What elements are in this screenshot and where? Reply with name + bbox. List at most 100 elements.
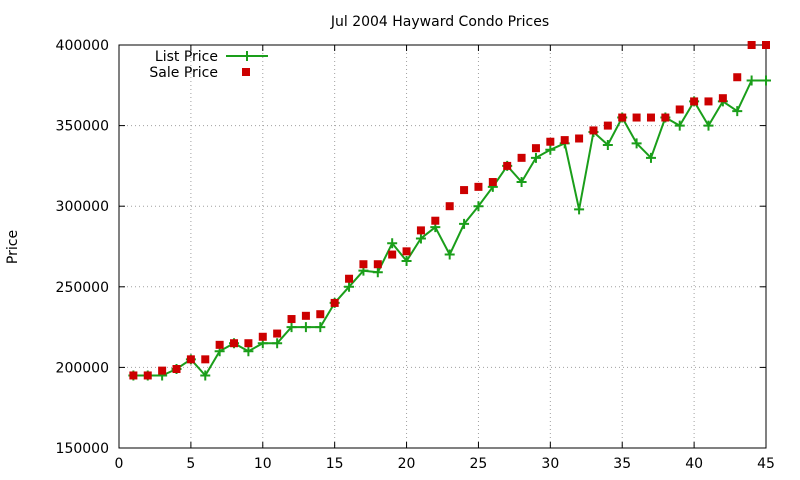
sale-price-point — [632, 113, 641, 122]
chart-title: Jul 2004 Hayward Condo Prices — [330, 14, 549, 30]
sale-price-point — [488, 178, 497, 187]
sale-price-point — [460, 186, 469, 195]
sale-price-point — [560, 136, 569, 145]
x-tick-label: 25 — [470, 456, 488, 472]
sale-price-point — [474, 182, 483, 191]
sale-price-point — [316, 310, 325, 319]
y-tick-label: 200000 — [56, 360, 109, 376]
x-tick-label: 15 — [326, 456, 344, 472]
sale-price-point — [273, 329, 282, 338]
sale-price-point — [416, 226, 425, 235]
sale-price-point — [402, 247, 411, 256]
legend-label-sale-price: Sale Price — [149, 65, 218, 81]
sale-price-point — [762, 41, 770, 49]
sale-price-point — [589, 126, 598, 135]
x-tick-label: 35 — [613, 456, 631, 472]
legend-marker-sale-price — [242, 68, 250, 76]
list-price-point — [272, 338, 283, 349]
list-price-point — [200, 370, 211, 381]
legend-label-list-price: List Price — [155, 49, 218, 65]
list-price-point — [387, 238, 398, 249]
series-layer — [128, 41, 771, 381]
x-tick-label: 10 — [254, 456, 272, 472]
x-tick-label: 45 — [757, 456, 775, 472]
sale-price-point — [287, 315, 296, 324]
list-price-point — [574, 204, 585, 215]
sale-price-point — [359, 260, 368, 269]
list-price-point — [602, 139, 613, 150]
list-price-point — [344, 281, 355, 292]
list-price-point — [645, 152, 656, 163]
list-price-point — [401, 256, 412, 267]
sale-price-point — [201, 355, 210, 364]
sale-price-point — [646, 113, 655, 122]
list-price-point — [315, 322, 326, 333]
list-price-point — [674, 120, 685, 131]
list-price-point — [300, 322, 311, 333]
plot-frame — [118, 44, 767, 449]
list-price-point — [372, 267, 383, 278]
list-price-point — [286, 322, 297, 333]
x-tick-label: 20 — [398, 456, 416, 472]
legend: List Price Sale Price — [149, 49, 268, 81]
sale-price-point — [172, 365, 181, 374]
list-price-point — [545, 144, 556, 155]
sale-price-point — [503, 161, 512, 170]
sale-price-point — [129, 371, 138, 380]
sale-price-point — [718, 94, 727, 103]
sale-price-point — [345, 274, 354, 283]
sale-price-point — [575, 134, 584, 143]
legend-marker-list-price — [242, 51, 252, 61]
list-price-point — [516, 177, 527, 188]
y-tick-label: 400000 — [56, 38, 109, 54]
list-price-point — [444, 249, 455, 260]
sale-price-point — [675, 105, 684, 114]
sale-price-point — [186, 355, 195, 364]
sale-price-point — [603, 121, 612, 130]
list-price-point — [415, 233, 426, 244]
sale-price-point — [431, 216, 440, 225]
sale-price-point — [301, 311, 310, 320]
x-tick-label: 5 — [186, 456, 195, 472]
list-price-point — [473, 201, 484, 212]
sale-price-point — [230, 339, 239, 348]
list-price-point — [530, 152, 541, 163]
y-axis-label: Price — [5, 230, 21, 264]
sale-price-point — [517, 153, 526, 162]
sale-price-point — [330, 298, 339, 307]
sale-price-point — [704, 97, 713, 106]
y-tick-label: 250000 — [56, 280, 109, 296]
sale-price-point — [618, 113, 627, 122]
list-price-point — [243, 346, 254, 357]
list-price-point — [732, 106, 743, 117]
sale-price-point — [531, 144, 540, 153]
sale-price-point — [690, 97, 699, 106]
sale-price-point — [733, 73, 742, 82]
x-tick-label: 40 — [685, 456, 703, 472]
sale-price-point — [158, 366, 167, 375]
y-tick-label: 350000 — [56, 119, 109, 135]
sale-price-point — [747, 41, 756, 49]
list-price-point — [761, 75, 771, 86]
sale-price-point — [244, 339, 253, 348]
list-price-point — [746, 75, 757, 86]
sale-price-point — [215, 340, 224, 349]
y-tick-label: 300000 — [56, 199, 109, 215]
y-tick-label: 150000 — [56, 441, 109, 457]
list-price-line — [133, 79, 766, 377]
axis-ticks: 0 5 10 15 20 25 30 35 40 45 150000 200000 250000 3000… — [56, 38, 775, 472]
list-price-point — [459, 218, 470, 229]
sale-price-point — [546, 137, 555, 146]
x-tick-label: 0 — [115, 456, 124, 472]
x-tick-label: 30 — [541, 456, 559, 472]
sale-price-point — [661, 113, 670, 122]
sale-price-point — [388, 250, 397, 259]
sale-price-point — [143, 371, 152, 380]
list-price-point — [631, 138, 642, 149]
sale-price-point — [445, 202, 454, 211]
list-price-point — [703, 120, 714, 131]
sale-price-point — [373, 260, 382, 269]
sale-price-point — [258, 332, 267, 341]
grid — [119, 45, 766, 448]
